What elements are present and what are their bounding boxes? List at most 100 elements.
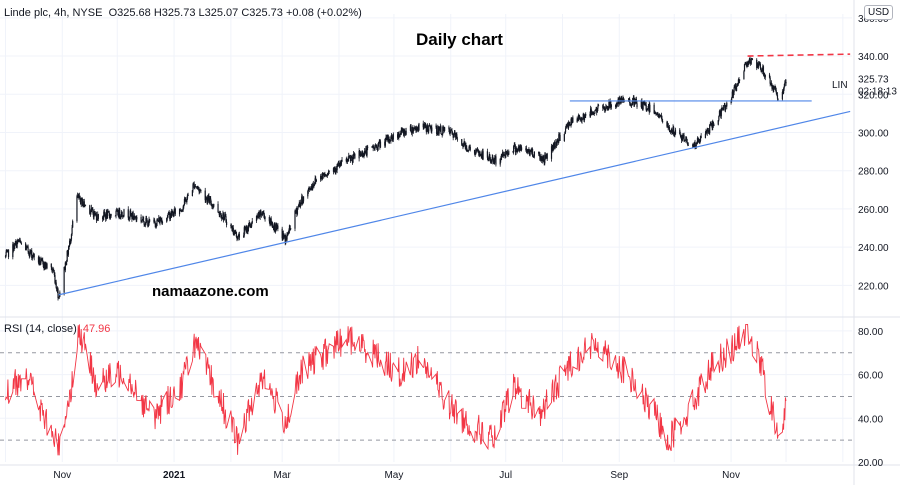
candle-body [272,226,274,228]
candle-body [371,146,374,147]
candle-body [583,113,585,121]
candle-body [28,253,30,257]
candle-body [477,149,479,151]
candle-body [386,136,388,138]
candle-body [282,233,284,238]
candle-body [167,214,169,218]
candle-body [230,226,233,227]
candle-body [492,156,494,163]
price-axis-tick-label: 260.00 [858,205,889,216]
candle-body [552,145,554,149]
candle-body [733,87,735,93]
candle-body [466,150,468,152]
candle-body [488,154,490,160]
candle-body [442,126,445,129]
candle-body [722,107,724,109]
candle-body [119,215,121,218]
candle-body [39,263,41,265]
candle-body [683,135,685,140]
candle-body [708,131,710,134]
candle-body [480,154,482,157]
candle-body [185,199,187,202]
candle-body [222,213,224,218]
candle-body [517,148,519,150]
candle-body [632,98,634,99]
candle-body [18,240,20,242]
candle-body [191,190,193,196]
candle-body [174,208,176,215]
candle-body [56,288,59,292]
candle-body [660,115,662,117]
candle-body [302,196,305,202]
candle-body [756,59,758,69]
candle-body [256,216,258,217]
candle-body [545,157,547,159]
candle-body [297,206,299,209]
candle-body [764,74,766,78]
candle-body [518,146,520,152]
candle-body [453,133,455,138]
candle-body [199,189,201,191]
candle-body [322,173,324,175]
candle-body [403,129,405,136]
candle-body [335,168,338,171]
candle-body [642,102,644,110]
candle-body [398,136,401,138]
candle-body [751,59,754,61]
candle-body [476,150,478,152]
candle-body [748,58,750,63]
candle-body [184,199,186,202]
candle-body [553,142,555,149]
candle-body [33,253,35,258]
candle-body [514,144,516,147]
candle-body [364,150,366,153]
candle-body [512,151,514,153]
candle-body [341,159,343,162]
candle-body [122,216,124,218]
candle-body [493,159,495,163]
candle-body [378,141,380,143]
candle-body [283,236,285,238]
candle-body [359,150,361,156]
candle-body [80,199,82,205]
candle-body [482,151,484,160]
candle-body [218,212,220,213]
candle-body [259,210,261,218]
candle-body [160,218,162,222]
candle-body [633,100,636,106]
candle-body [6,250,8,253]
currency-badge[interactable]: USD [864,5,894,20]
candle-body [187,194,189,196]
candle-body [142,216,144,221]
candle-body [271,222,273,225]
candle-body [533,151,536,157]
candle-body [251,220,253,224]
candle-body [589,114,591,116]
candle-body [640,100,642,108]
candle-body [558,134,561,136]
support-trendline-line[interactable] [58,110,851,296]
candle-body [233,230,236,235]
candle-body [658,116,660,118]
candle-body [324,174,326,175]
candle-body [346,158,348,162]
candle-body [103,211,105,218]
candle-body [362,151,364,156]
candle-body [546,153,548,159]
candle-body [106,212,108,219]
candle-body [40,258,42,264]
candle-body [643,102,645,105]
candle-body [503,154,506,156]
chart-title: Daily chart [416,30,503,49]
candle-body [455,134,457,138]
rsi-axis-tick-label: 60.00 [858,371,883,382]
resistance-line[interactable] [747,53,851,57]
candle-body [739,79,741,81]
candle-body [377,143,379,150]
candle-body [171,211,173,216]
candle-body [648,104,650,113]
candle-body [374,145,376,149]
candle-body [597,105,600,107]
candle-body [762,66,764,70]
